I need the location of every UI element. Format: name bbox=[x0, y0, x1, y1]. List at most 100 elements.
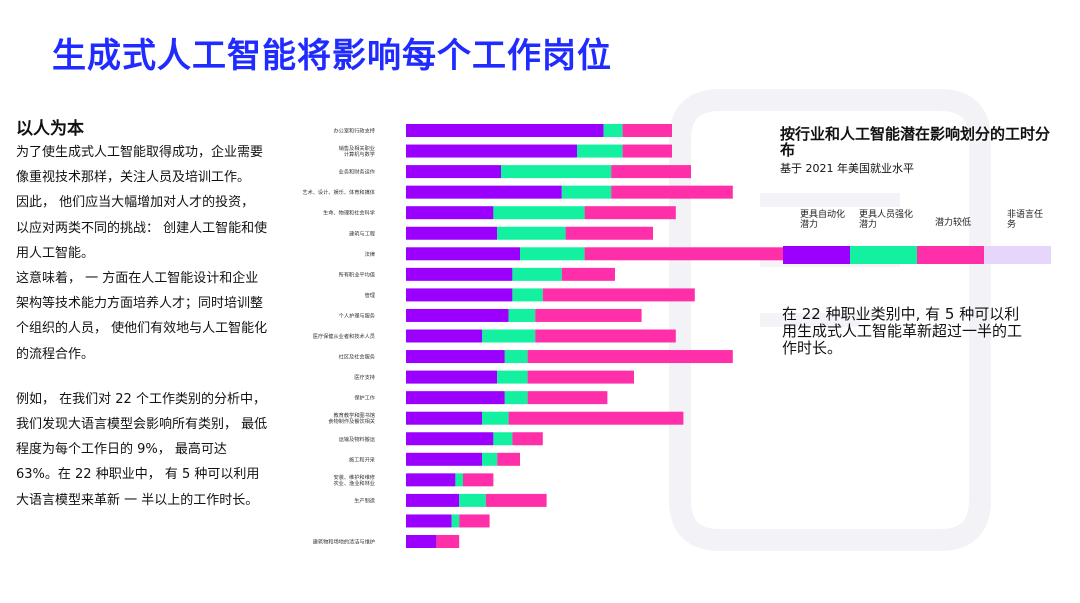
legend-swatch-non-language bbox=[984, 246, 1051, 264]
bar-segment bbox=[527, 391, 608, 405]
bar-segment bbox=[493, 206, 585, 220]
category-label: 法律 bbox=[365, 250, 375, 258]
bar-segment bbox=[497, 226, 566, 240]
bar-segment bbox=[406, 144, 577, 158]
bar-segment bbox=[584, 206, 676, 220]
category-label: 建筑与工程 bbox=[349, 229, 375, 237]
bar-segment bbox=[508, 308, 536, 322]
bar-segment bbox=[406, 535, 437, 548]
legend-swatch-augmentation bbox=[850, 246, 917, 264]
bar-segment bbox=[406, 308, 509, 322]
bar-segment bbox=[577, 144, 623, 158]
bar-segment bbox=[406, 514, 452, 528]
category-label: 社区及社会服务 bbox=[339, 353, 375, 361]
legend: 更具自动化潜力 更具人员强化潜力 潜力较低 非语言任务 bbox=[783, 210, 1051, 240]
legend-swatch-automation bbox=[783, 246, 850, 264]
bar-segment bbox=[459, 493, 486, 507]
category-label: 办公室和行政支持 bbox=[333, 127, 375, 135]
bar-segment bbox=[406, 329, 482, 343]
bar-segment bbox=[497, 452, 520, 466]
legend-label-automation: 更具自动化潜力 bbox=[800, 210, 846, 230]
bar-segment bbox=[406, 206, 494, 220]
legend-swatch-low-potential bbox=[917, 246, 984, 264]
bar-segment bbox=[512, 288, 543, 302]
bar-segment bbox=[406, 432, 494, 446]
left-body-text: 为了使生成式人工智能取得成功，企业需要像重视技术那样，关注人员及培训工作。 因此… bbox=[16, 140, 268, 513]
bar-segment bbox=[512, 267, 562, 281]
bar-segment bbox=[451, 514, 460, 528]
legend-label-augmentation: 更具人员强化潜力 bbox=[859, 210, 914, 230]
paragraph: 因此， 他们应当大幅增加对人才的投资， 以应对两类不同的挑战： 创建人工智能和使… bbox=[16, 195, 268, 261]
bar-segment bbox=[561, 185, 612, 199]
chart-heading: 按行业和人工智能潜在影响划分的工时分布 bbox=[780, 125, 1051, 159]
category-label: 销售及相关职业 bbox=[339, 144, 375, 152]
bar-segment bbox=[485, 493, 547, 507]
chart-subheading: 基于 2021 年美国就业水平 bbox=[780, 162, 914, 175]
category-label: 所有职业平均值 bbox=[339, 270, 375, 278]
bar-segment bbox=[406, 124, 604, 137]
bar-segment bbox=[455, 473, 463, 487]
bar-segment bbox=[520, 247, 585, 261]
bar-segment bbox=[482, 411, 509, 425]
category-label: 管理 bbox=[365, 291, 376, 299]
bar-segment bbox=[508, 411, 684, 425]
legend-color-bar bbox=[783, 246, 1051, 264]
bar-segment bbox=[406, 370, 498, 384]
category-label: 农业、渔业和林业 bbox=[333, 479, 375, 487]
bar-segment bbox=[584, 247, 786, 261]
bar-segment bbox=[622, 144, 672, 158]
bar-segment bbox=[406, 288, 513, 302]
bar-segment bbox=[611, 185, 733, 199]
category-label: 生产制造 bbox=[354, 496, 376, 504]
bar-segment bbox=[482, 329, 536, 343]
category-label: 医疗保健从业者和技术人员 bbox=[313, 332, 375, 340]
bar-segment bbox=[501, 165, 612, 179]
bar-segment bbox=[504, 391, 528, 405]
page-title: 生成式人工智能将影响每个工作岗位 bbox=[52, 36, 612, 76]
bar-segment bbox=[406, 350, 505, 364]
bar-segment bbox=[535, 329, 676, 343]
bar-segment bbox=[406, 411, 482, 425]
bar-segment bbox=[611, 165, 691, 179]
bar-segment bbox=[406, 473, 456, 487]
bar-segment bbox=[512, 432, 543, 446]
category-label: 艺术、设计、娱乐、体育和媒体 bbox=[302, 188, 375, 196]
bar-segment bbox=[565, 226, 653, 240]
bar-segment bbox=[459, 514, 490, 528]
category-label: 医疗支持 bbox=[354, 373, 375, 381]
legend-label-non-language: 非语言任务 bbox=[1007, 210, 1044, 230]
bar-segment bbox=[482, 452, 498, 466]
bar-segment bbox=[436, 535, 460, 548]
category-label: 个人护理与服务 bbox=[339, 311, 375, 319]
bar-segment bbox=[527, 350, 733, 364]
paragraph: 这意味着， 一 方面在人工智能设计和企业架构等技术能力方面培养人才；同时培训整个… bbox=[16, 271, 268, 362]
bar-segment bbox=[406, 165, 501, 179]
bar-segment bbox=[406, 452, 482, 466]
bar-segment bbox=[603, 124, 623, 137]
chart-note: 在 22 种职业类别中, 有 5 种可以利用生成式人工智能革新超过一半的工作时长… bbox=[782, 305, 1023, 357]
bar-segment bbox=[497, 370, 528, 384]
paragraph: 例如， 在我们对 22 个工作类别的分析中， 我们发现大语言模型会影响所有类别，… bbox=[16, 391, 268, 508]
legend-label-low-potential: 潜力较低 bbox=[935, 218, 972, 228]
bar-segment bbox=[561, 267, 615, 281]
category-label: 运输及物料搬运 bbox=[339, 435, 376, 443]
category-label: 生命、物理和社会科学 bbox=[323, 209, 375, 217]
bar-segment bbox=[463, 473, 494, 487]
category-label: 计算机与数学 bbox=[344, 150, 375, 158]
bar-segment bbox=[535, 308, 642, 322]
section-heading: 以人为本 bbox=[16, 119, 84, 139]
category-label: 建筑物和场地的清洁与维护 bbox=[313, 538, 375, 546]
category-label: 保护工作 bbox=[354, 394, 375, 402]
bar-segment bbox=[542, 288, 695, 302]
category-label: 施工和开采 bbox=[349, 455, 375, 463]
bar-segment bbox=[406, 247, 520, 261]
bar-segment bbox=[622, 124, 672, 137]
paragraph: 为了使生成式人工智能取得成功，企业需要像重视技术那样，关注人员及培训工作。 bbox=[16, 145, 264, 186]
bar-segment bbox=[406, 226, 498, 240]
category-label: 食物制作及餐饮相关 bbox=[328, 417, 375, 425]
bar-segment bbox=[406, 185, 562, 199]
bar-segment bbox=[493, 432, 513, 446]
category-label: 教育教学和图书馆 bbox=[333, 411, 375, 419]
bar-segment bbox=[527, 370, 634, 384]
